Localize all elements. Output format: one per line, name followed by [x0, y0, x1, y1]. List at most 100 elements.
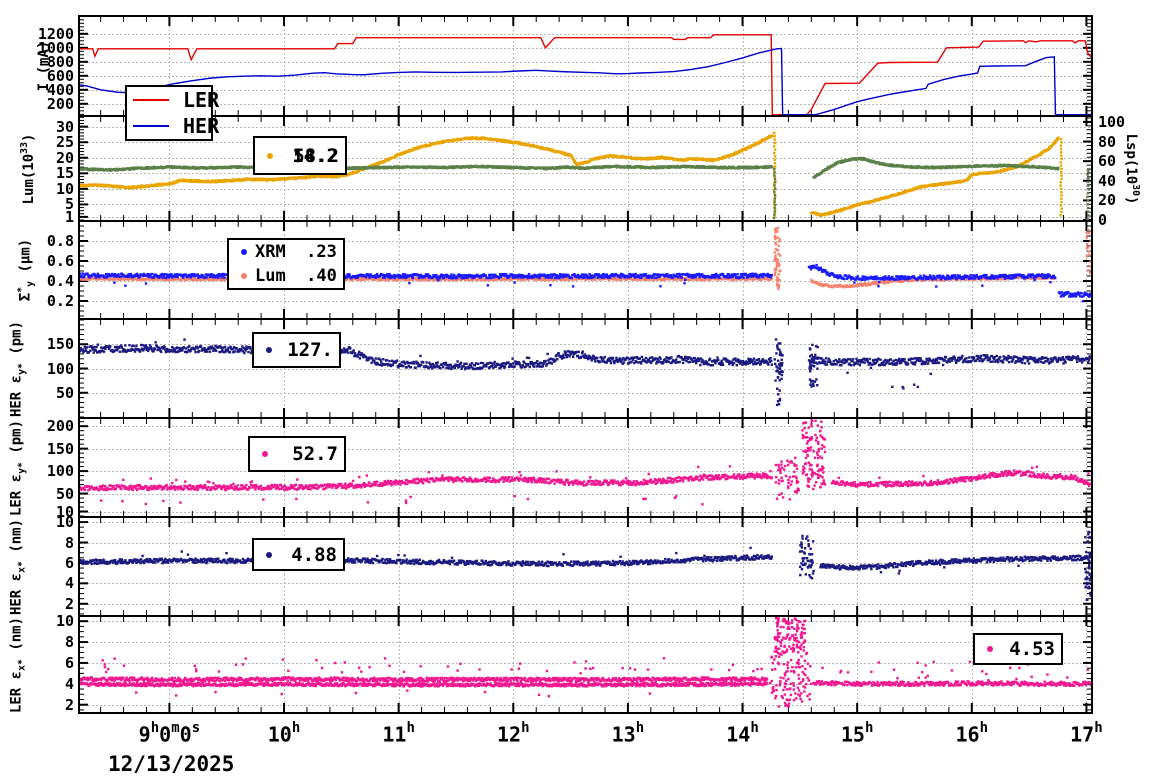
y-tick-label-luminosity: 5 [64, 195, 74, 214]
y-tick-label-ler-emittance-y: 150 [46, 439, 74, 458]
y-tick-label-luminosity-right: 100 [1098, 112, 1126, 131]
y-tick-label-luminosity-right: 20 [1098, 191, 1117, 210]
y-tick-label-luminosity: 1 [64, 207, 74, 226]
y-tick-label-luminosity: 10 [55, 179, 74, 198]
legend-her-emittance-y: 127. [252, 332, 341, 368]
legend-ler-emittance-y: 52.7 [248, 436, 346, 472]
legend-label: LER [183, 88, 220, 112]
legend-beam-current: LER HER [125, 85, 219, 141]
legend-line-marker [133, 125, 169, 127]
legend-value-overlay: 14.2 [292, 144, 338, 167]
x-tick-label-16h: 16h [955, 720, 989, 747]
x-tick-label-11h: 11h [382, 720, 415, 747]
x-tick-label-9h: 9h0m0s [138, 720, 201, 747]
date-label: 12/13/2025 [108, 752, 235, 776]
legend-dot-marker [267, 152, 273, 159]
y-tick-label-beam-current: 400 [46, 80, 74, 99]
y-tick-label-beam-current: 800 [46, 52, 74, 71]
legend-label: HER [183, 114, 220, 138]
legend-label: 52.7 [292, 443, 338, 465]
y-axis-title-beam-current: I (mA) [36, 40, 52, 92]
y-tick-label-luminosity-right: 60 [1098, 152, 1117, 171]
legend-row: 52.7 [250, 438, 344, 470]
plot-canvas-ler-emittance-x [80, 617, 1091, 712]
y-tick-label-sigma-y: 0.6 [46, 252, 74, 270]
y-axis-title-her-emittance-y: HER εy* (pm) [8, 320, 28, 417]
y-axis-title-sigma-y: Σ*y (μm) [15, 238, 37, 302]
legend-dot-marker [241, 249, 247, 255]
y-tick-label-luminosity: 20 [55, 148, 74, 167]
y-tick-label-her-emittance-y: 150 [46, 335, 74, 354]
y-tick-label-beam-current: 200 [46, 94, 74, 113]
y-tick-label-luminosity-right: 40 [1098, 171, 1117, 190]
y-tick-label-ler-emittance-y: 200 [46, 417, 74, 436]
y-axis-title-ler-emittance-y: LER εy* (pm) [8, 419, 28, 516]
legend-dot-marker [266, 551, 272, 558]
y-tick-label-ler-emittance-y: 50 [55, 484, 74, 503]
y-tick-label-her-emittance-y: 50 [55, 383, 74, 402]
legend-dot-marker [987, 646, 993, 652]
panel-ler-emittance-y [78, 417, 1093, 518]
plot-canvas-luminosity [80, 117, 1091, 220]
legend-line-marker [133, 99, 169, 101]
legend-label: 127. [287, 339, 333, 361]
plot-canvas-beam-current [80, 17, 1091, 115]
y-tick-label-her-emittance-x: 6 [64, 553, 74, 572]
legend-luminosity: 58.2 14.2 [253, 136, 347, 175]
y-tick-label-beam-current: 1000 [37, 38, 74, 57]
legend-label: 4.53 [1009, 638, 1055, 660]
y-tick-label-ler-emittance-x: 6 [64, 653, 74, 672]
y-tick-label-ler-emittance-x: 10 [55, 612, 74, 631]
legend-value-overlapped: 58.2 14.2 [292, 144, 339, 167]
plot-canvas-her-emittance-y [80, 320, 1091, 417]
legend-label: 4.88 [291, 543, 337, 566]
y-axis-title-her-emittance-x: HER εx* (nm) [8, 518, 28, 615]
y-tick-label-her-emittance-x: 2 [64, 594, 74, 613]
plot-canvas-ler-emittance-y [80, 419, 1091, 516]
legend-sigma-y: XRM .23 Lum .40 [227, 238, 345, 290]
panel-her-emittance-y [78, 318, 1093, 419]
y-axis-title-luminosity: Lum(1033) [19, 133, 37, 204]
y-tick-label-ler-emittance-x: 4 [64, 674, 74, 693]
panel-her-emittance-x [78, 516, 1093, 617]
y-tick-label-luminosity: 30 [55, 117, 74, 136]
y-tick-label-beam-current: 1200 [37, 24, 74, 43]
legend-row: 127. [254, 334, 339, 366]
y-tick-label-sigma-y: 0.8 [46, 232, 74, 250]
y-tick-label-ler-emittance-y: 10 [55, 502, 74, 521]
y-tick-label-sigma-y: 0.2 [46, 292, 74, 310]
x-tick-label-12h: 12h [497, 720, 530, 747]
legend-label: Lum .40 [255, 266, 337, 286]
x-tick-label-17h: 17h [1070, 720, 1103, 747]
legend-row: 58.2 14.2 [255, 138, 345, 173]
legend-dot-marker [266, 347, 272, 353]
y-axis-title-right-luminosity: Lsp(1030) [1123, 133, 1141, 204]
y-tick-label-her-emittance-x: 10 [55, 513, 74, 532]
y-tick-label-ler-emittance-x: 8 [64, 633, 74, 652]
legend-row: Lum .40 [229, 264, 343, 288]
y-tick-label-luminosity: 25 [55, 133, 74, 152]
legend-row: LER [127, 87, 219, 113]
legend-dot-marker [241, 273, 247, 279]
y-tick-label-ler-emittance-y: 100 [46, 462, 74, 481]
y-tick-label-her-emittance-y: 100 [46, 359, 74, 378]
x-tick-label-10h: 10h [267, 720, 301, 747]
y-tick-label-luminosity-right: 0 [1098, 211, 1108, 229]
y-tick-label-ler-emittance-x: 2 [64, 695, 74, 714]
legend-row: 4.53 [975, 635, 1061, 663]
legend-row: HER [127, 113, 219, 139]
x-tick-label-13h: 13h [611, 720, 645, 747]
y-tick-label-her-emittance-x: 4 [64, 574, 74, 593]
y-tick-label-luminosity-right: 80 [1098, 132, 1117, 151]
y-tick-label-luminosity: 15 [55, 164, 74, 183]
y-tick-label-her-emittance-x: 8 [64, 533, 74, 552]
legend-ler-emittance-x: 4.53 [973, 633, 1063, 665]
y-axis-title-ler-emittance-x: LER εx* (nm) [8, 616, 28, 713]
legend-row: XRM .23 [229, 240, 343, 264]
panel-luminosity [78, 115, 1093, 222]
legend-row: 4.88 [254, 540, 343, 569]
legend-label: XRM .23 [255, 242, 337, 262]
panel-beam-current [78, 15, 1093, 117]
legend-her-emittance-x: 4.88 [252, 538, 345, 571]
